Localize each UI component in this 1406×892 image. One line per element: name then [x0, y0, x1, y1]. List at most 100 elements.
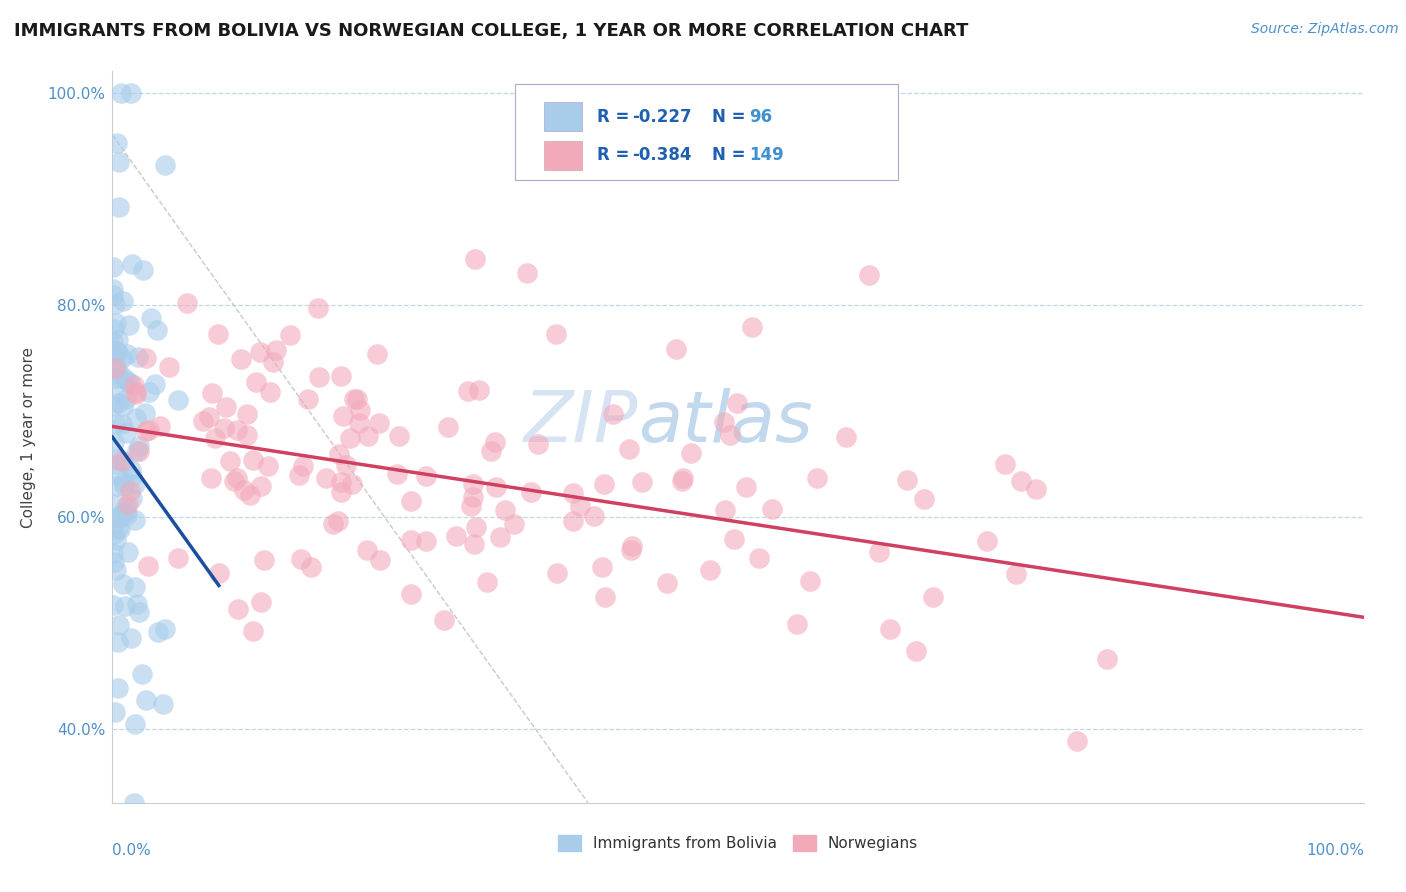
Point [104, 705, 127, 719]
Point [112, 400, 135, 414]
Legend: Immigrants from Bolivia, Norwegians: Immigrants from Bolivia, Norwegians [553, 830, 924, 857]
Point [444, 529, 467, 543]
Point [366, 347, 388, 361]
Point [108, 200, 131, 214]
Point [111, 577, 134, 591]
Point [387, 467, 409, 482]
Point [107, 155, 129, 169]
Point [592, 476, 614, 491]
Point [120, 631, 142, 645]
Point [212, 420, 235, 434]
Point [415, 534, 437, 549]
Point [149, 418, 172, 433]
Point [107, 396, 129, 410]
Point [121, 257, 143, 271]
Point [619, 442, 641, 456]
Point [167, 551, 190, 566]
FancyBboxPatch shape [544, 141, 582, 169]
Point [328, 514, 350, 528]
Point [330, 485, 353, 500]
Point [236, 407, 259, 421]
Point [699, 563, 721, 577]
Point [146, 323, 169, 337]
Point [741, 320, 763, 334]
Point [388, 429, 411, 443]
Point [229, 352, 252, 367]
Point [679, 446, 702, 460]
Point [562, 514, 585, 528]
Point [222, 475, 245, 489]
Point [399, 587, 422, 601]
Text: atlas: atlas [638, 388, 813, 457]
Point [368, 553, 391, 567]
Text: Source: ZipAtlas.com: Source: ZipAtlas.com [1251, 22, 1399, 37]
Point [135, 425, 157, 439]
Point [131, 262, 153, 277]
Point [108, 510, 131, 524]
Point [253, 553, 276, 567]
Point [905, 643, 928, 657]
Point [368, 416, 391, 430]
Point [245, 376, 267, 390]
Point [502, 516, 524, 531]
Point [134, 406, 156, 420]
Point [460, 499, 482, 513]
Point [215, 400, 238, 414]
FancyBboxPatch shape [544, 102, 582, 131]
Point [120, 463, 142, 477]
Point [157, 360, 180, 375]
Point [107, 333, 129, 347]
Point [115, 426, 138, 441]
Point [315, 471, 337, 485]
Point [120, 86, 142, 100]
Point [249, 344, 271, 359]
Point [249, 595, 271, 609]
Point [494, 503, 516, 517]
Point [103, 321, 125, 335]
Point [125, 444, 148, 458]
Point [672, 471, 695, 485]
Point [516, 266, 538, 280]
Point [115, 374, 138, 388]
Point [468, 383, 491, 397]
Point [657, 576, 679, 591]
Text: -0.227: -0.227 [631, 108, 692, 126]
Point [858, 268, 880, 282]
Point [121, 470, 143, 484]
Point [868, 545, 890, 559]
Point [259, 385, 281, 400]
Point [619, 543, 641, 558]
Point [101, 346, 124, 360]
Point [121, 491, 143, 505]
Point [433, 614, 456, 628]
Point [104, 457, 127, 471]
Point [734, 480, 756, 494]
Point [104, 344, 127, 359]
Point [349, 416, 371, 430]
Point [621, 539, 644, 553]
Point [569, 499, 592, 513]
Point [108, 522, 131, 536]
Point [135, 351, 157, 365]
Point [124, 476, 146, 491]
Point [546, 566, 568, 581]
Point [264, 343, 287, 358]
Point [115, 508, 138, 522]
Point [111, 417, 134, 431]
Point [335, 458, 357, 472]
Point [339, 431, 361, 445]
Point [299, 560, 322, 574]
Point [111, 293, 134, 308]
Point [835, 429, 858, 443]
Point [104, 563, 127, 577]
Point [103, 435, 125, 450]
Point [124, 717, 146, 731]
Point [153, 623, 176, 637]
Point [107, 467, 129, 482]
Point [105, 371, 128, 385]
Point [135, 692, 157, 706]
Point [112, 475, 135, 490]
Point [136, 559, 159, 574]
Point [356, 543, 378, 558]
Point [292, 458, 315, 473]
